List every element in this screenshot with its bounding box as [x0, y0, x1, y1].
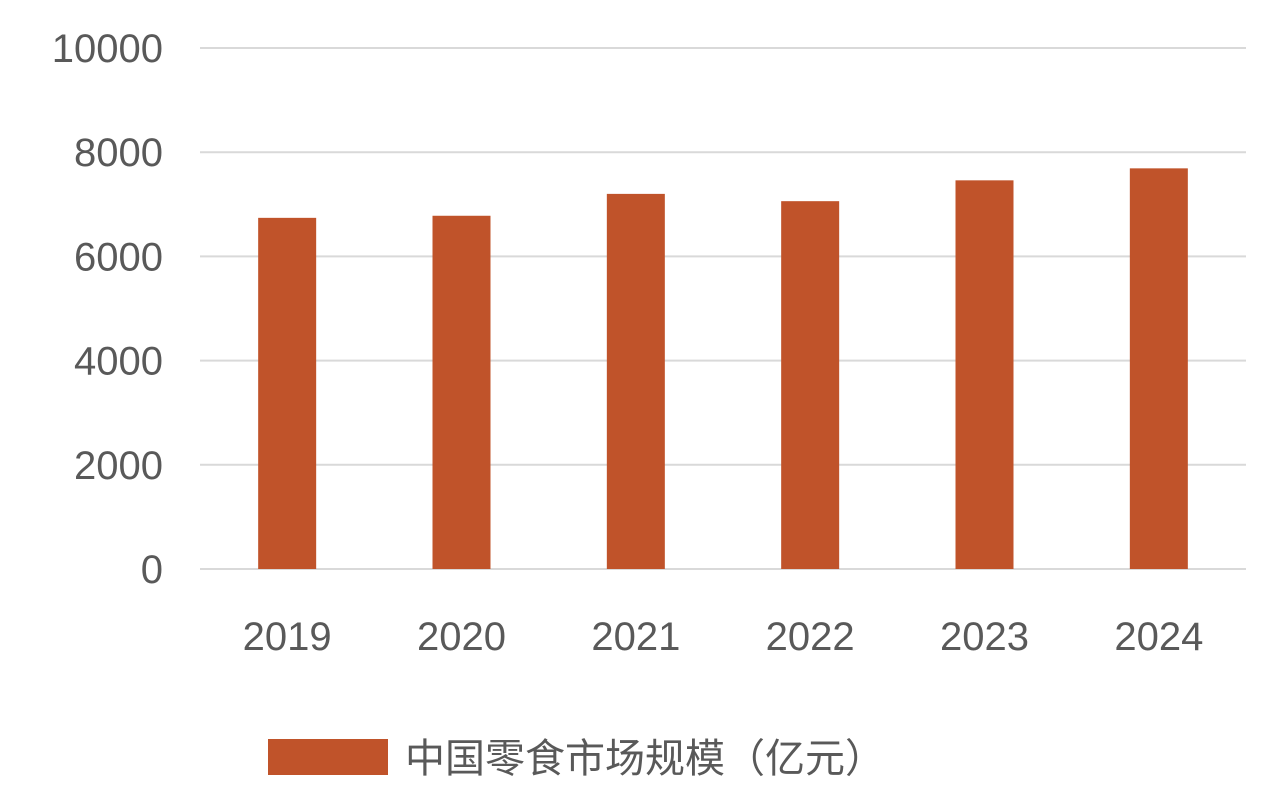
bar-2019	[258, 217, 317, 569]
x-tick-label: 2023	[940, 615, 1029, 659]
bar-2020	[432, 215, 491, 569]
legend-label: 中国零食市场规模（亿元）	[405, 736, 885, 782]
x-tick-label: 2020	[417, 615, 506, 659]
y-tick-label: 2000	[74, 444, 163, 488]
x-tick-label: 2021	[591, 615, 680, 659]
bar-2022	[781, 201, 840, 569]
y-tick-label: 6000	[74, 235, 163, 279]
bar-2024	[1129, 168, 1188, 569]
gridlines	[200, 47, 1246, 570]
bar-2021	[606, 193, 665, 569]
x-tick-label: 2019	[243, 615, 332, 659]
x-axis-tick-labels: 2019 2020 2021 2022 2023 2024	[243, 615, 1204, 659]
y-tick-label: 10000	[52, 27, 163, 71]
y-tick-label: 0	[141, 548, 163, 592]
y-axis-tick-labels: 0 2000 4000 6000 8000 10000	[52, 27, 163, 592]
legend: 中国零食市场规模（亿元）	[268, 736, 885, 782]
legend-swatch	[268, 739, 388, 775]
x-tick-label: 2022	[766, 615, 855, 659]
x-tick-label: 2024	[1114, 615, 1203, 659]
bar-2023	[955, 180, 1014, 570]
y-tick-label: 8000	[74, 131, 163, 175]
bars	[258, 168, 1188, 570]
y-tick-label: 4000	[74, 340, 163, 384]
